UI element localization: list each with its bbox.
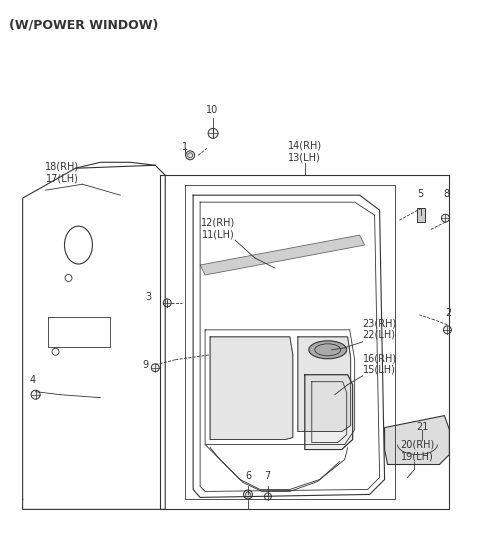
Text: 8: 8 bbox=[444, 189, 449, 199]
Text: 14(RH)
13(LH): 14(RH) 13(LH) bbox=[288, 141, 322, 162]
Circle shape bbox=[264, 493, 271, 500]
Text: 9: 9 bbox=[142, 360, 148, 370]
Text: 20(RH)
19(LH): 20(RH) 19(LH) bbox=[400, 440, 434, 461]
Text: 12(RH)
11(LH): 12(RH) 11(LH) bbox=[201, 217, 235, 239]
Text: 21: 21 bbox=[416, 421, 429, 432]
Polygon shape bbox=[298, 337, 351, 432]
Polygon shape bbox=[210, 337, 293, 440]
Polygon shape bbox=[305, 375, 353, 450]
Ellipse shape bbox=[309, 341, 347, 359]
Text: 1: 1 bbox=[182, 142, 188, 153]
Circle shape bbox=[163, 299, 171, 307]
Text: 23(RH)
22(LH): 23(RH) 22(LH) bbox=[363, 318, 397, 340]
Circle shape bbox=[151, 364, 159, 372]
Text: 18(RH)
17(LH): 18(RH) 17(LH) bbox=[46, 162, 80, 183]
Circle shape bbox=[243, 490, 252, 499]
Text: 6: 6 bbox=[245, 471, 251, 481]
Text: (W/POWER WINDOW): (W/POWER WINDOW) bbox=[9, 18, 158, 31]
Text: 16(RH)
15(LH): 16(RH) 15(LH) bbox=[363, 353, 397, 375]
Bar bbox=[418, 208, 425, 222]
Polygon shape bbox=[200, 235, 365, 275]
Text: 4: 4 bbox=[30, 375, 36, 385]
Circle shape bbox=[208, 128, 218, 138]
Circle shape bbox=[31, 390, 40, 399]
Text: 5: 5 bbox=[417, 189, 424, 199]
Circle shape bbox=[186, 151, 194, 160]
Polygon shape bbox=[384, 415, 449, 465]
Circle shape bbox=[444, 326, 451, 334]
Text: 3: 3 bbox=[145, 292, 151, 302]
Text: 10: 10 bbox=[206, 105, 218, 115]
Text: 7: 7 bbox=[264, 471, 270, 481]
Text: 2: 2 bbox=[445, 308, 452, 318]
Circle shape bbox=[442, 214, 449, 222]
